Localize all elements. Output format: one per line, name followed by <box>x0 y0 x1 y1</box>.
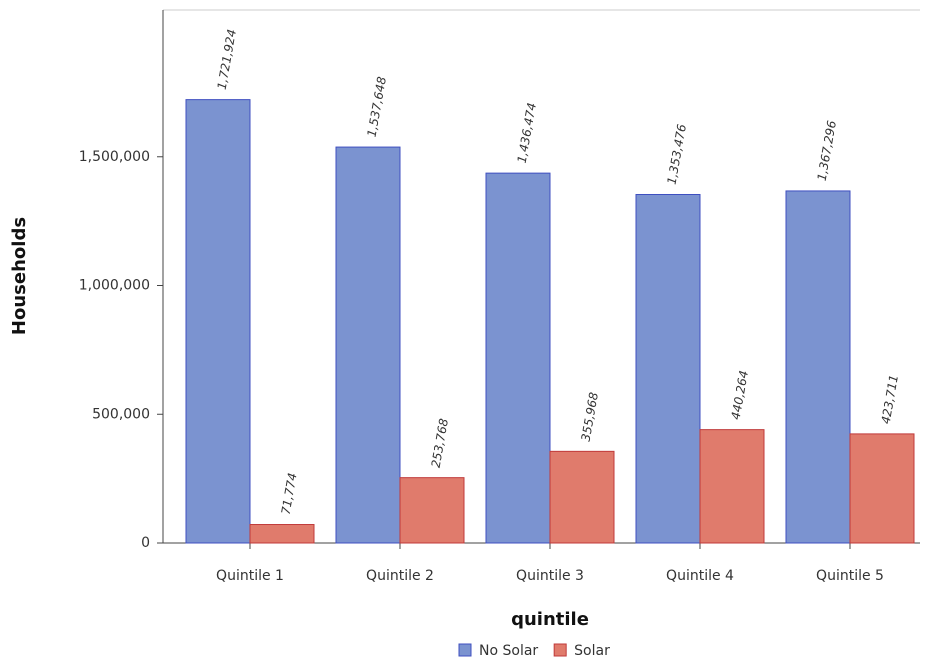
x-tick-label: Quintile 2 <box>366 568 434 584</box>
x-tick-label: Quintile 1 <box>216 568 284 584</box>
y-tick-label: 0 <box>141 535 150 551</box>
bar <box>185 99 251 544</box>
value-label: 440,264 <box>729 369 751 420</box>
legend-label: No Solar <box>479 643 538 659</box>
value-label: 253,768 <box>429 417 451 469</box>
x-tick-label: Quintile 5 <box>816 568 884 584</box>
value-label: 1,353,476 <box>665 123 689 186</box>
y-axis-title: Households <box>9 217 30 335</box>
x-tick-label: Quintile 3 <box>516 568 584 584</box>
legend-swatch <box>458 643 472 657</box>
bar <box>785 190 851 544</box>
legend-swatch <box>553 643 567 657</box>
y-tick-label: 1,500,000 <box>79 149 150 165</box>
bar <box>549 450 615 544</box>
value-label: 1,367,296 <box>815 119 839 182</box>
value-label: 1,537,648 <box>365 75 389 138</box>
bar <box>485 172 551 544</box>
bar <box>849 433 915 544</box>
legend-label: Solar <box>574 643 610 659</box>
value-label: 71,774 <box>279 472 300 516</box>
bar <box>249 524 315 544</box>
bar <box>335 146 401 544</box>
x-axis-title: quintile <box>511 609 589 630</box>
y-tick-label: 1,000,000 <box>79 278 150 294</box>
x-tick-label: Quintile 4 <box>666 568 734 584</box>
value-label: 1,721,924 <box>215 28 239 91</box>
bar <box>699 429 765 544</box>
y-tick-label: 500,000 <box>92 406 150 422</box>
bar <box>399 477 465 544</box>
value-label: 1,436,474 <box>515 102 539 165</box>
value-label: 423,711 <box>879 374 901 425</box>
value-label: 355,968 <box>579 391 601 443</box>
bar <box>635 193 701 544</box>
